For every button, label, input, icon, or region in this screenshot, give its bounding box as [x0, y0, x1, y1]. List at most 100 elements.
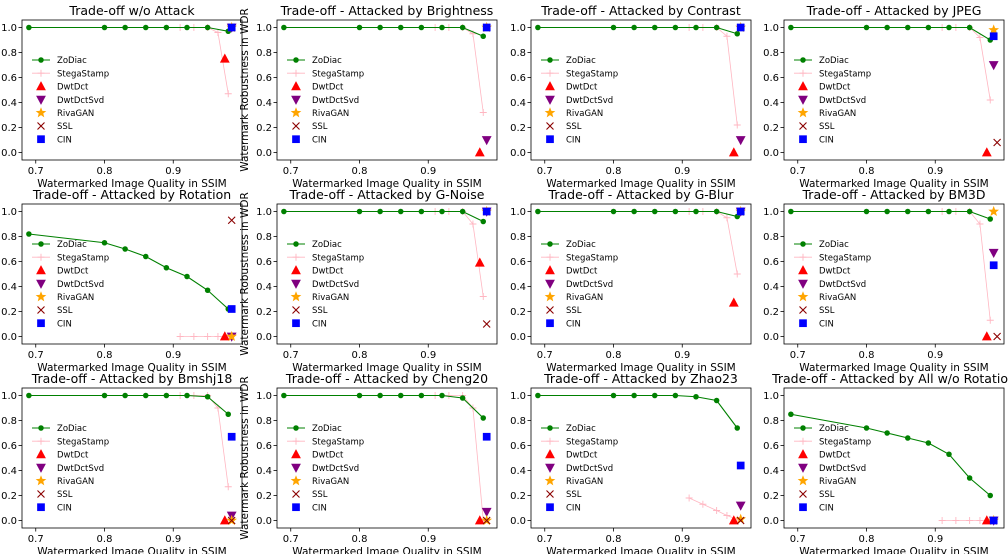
stegastamp-point: [685, 494, 693, 502]
zodiac-point: [26, 392, 32, 399]
x-tick-label: 0.7: [537, 166, 553, 177]
y-tick-label: 0.0: [510, 148, 526, 159]
legend: ZoDiac StegaStamp DwtDct DwtDctSvd RivaGAN SS…: [794, 424, 871, 513]
cin-point: [736, 461, 745, 470]
y-tick-label: 0.4: [256, 98, 272, 109]
subplot-title: Trade-off w/o Attack: [68, 3, 195, 18]
ssl-point: [993, 138, 1002, 147]
zodiac-point: [987, 492, 993, 499]
stegastamp-point: [733, 121, 741, 129]
zodiac-point: [184, 24, 190, 31]
legend-marker-zodiac: [293, 241, 299, 247]
data-layer: [535, 392, 747, 525]
legend-marker-ssl: [292, 306, 300, 314]
x-tick-label: 0.7: [283, 166, 299, 177]
zodiac-point: [946, 208, 952, 215]
subplot-5: 0.7 0.8 0.9 0.0 0.2 0.4 0.6 0.8 1.0 Trade-off - A…: [1, 187, 243, 374]
y-tick-label: 0.8: [256, 416, 272, 427]
rivagan-point: [226, 330, 238, 342]
y-tick-label: 0.4: [1, 466, 17, 477]
x-tick-label: 0.7: [790, 534, 806, 545]
legend-label-dwtdctsvd: DwtDctSvd: [57, 96, 104, 106]
stegastamp-point: [469, 220, 477, 228]
legend-label-zodiac: ZoDiac: [312, 240, 342, 250]
legend-marker-cin: [799, 135, 807, 144]
zodiac-point: [610, 208, 617, 215]
subplot-12: 0.7 0.8 0.9 0.0 0.2 0.4 0.6 0.8 1.0 Trade-off - A…: [763, 371, 1008, 554]
legend-marker-dwtdct: [545, 449, 555, 459]
plot-area: [276, 387, 498, 529]
y-tick-label: 0.8: [510, 48, 526, 59]
legend-marker-rivagan: [544, 107, 556, 118]
y-tick-label: 1.0: [1, 23, 17, 34]
dwtdct-point: [728, 147, 739, 157]
plot-area: [783, 203, 1005, 345]
zodiac-point: [163, 24, 170, 31]
zodiac-point: [610, 392, 617, 399]
y-tick-label: 0.6: [1, 73, 17, 84]
legend-label-zodiac: ZoDiac: [819, 424, 849, 434]
stegastamp-point: [986, 316, 994, 324]
cin-point: [989, 516, 998, 525]
legend-marker-dwtdctsvd: [36, 95, 46, 105]
zodiac-point: [925, 208, 932, 215]
data-layer: [788, 205, 1002, 341]
zodiac-point: [204, 24, 211, 31]
x-tick-label: 0.7: [28, 350, 44, 361]
x-axis-label: Watermarked Image Quality in SSIM: [546, 362, 735, 374]
stegastamp-point: [713, 507, 721, 514]
legend-label-ssl: SSL: [566, 122, 582, 132]
legend-marker-cin: [799, 319, 807, 328]
zodiac-point: [946, 451, 952, 457]
legend-marker-stegastamp: [37, 253, 45, 261]
legend-marker-dwtdctsvd: [36, 279, 46, 289]
y-tick-label: 1.0: [510, 23, 526, 34]
legend-marker-stegastamp: [37, 69, 45, 77]
legend-label-ssl: SSL: [819, 122, 835, 132]
dwtdctsvd-point: [735, 136, 746, 146]
y-tick-label: 0.6: [763, 73, 779, 84]
legend-marker-rivagan: [290, 107, 302, 118]
legend: ZoDiac StegaStamp DwtDct DwtDctSvd RivaGAN SS…: [541, 240, 618, 329]
zodiac-point: [26, 231, 32, 237]
stegastamp-point: [479, 109, 487, 116]
x-tick-label: 0.9: [674, 166, 690, 177]
zodiac-point: [863, 24, 870, 31]
legend-label-dwtdctsvd: DwtDctSvd: [566, 96, 613, 106]
zodiac-point: [459, 24, 466, 31]
legend-label-rivagan: RivaGAN: [312, 293, 349, 303]
y-tick-label: 0.2: [256, 491, 272, 502]
y-tick-label: 0.8: [763, 416, 779, 427]
zodiac-point: [987, 216, 993, 222]
x-tick-label: 0.7: [28, 534, 44, 545]
legend-label-ssl: SSL: [312, 306, 328, 316]
legend-marker-ssl: [799, 122, 807, 130]
legend-label-rivagan: RivaGAN: [566, 109, 603, 119]
legend-label-ssl: SSL: [312, 490, 328, 500]
stegastamp-point: [204, 333, 212, 340]
data-layer: [281, 392, 493, 526]
zodiac-point: [713, 208, 720, 215]
legend-marker-stegastamp: [546, 437, 554, 445]
legend-label-dwtdct: DwtDct: [312, 267, 344, 277]
x-tick-label: 0.8: [97, 350, 113, 361]
legend-marker-ssl: [799, 490, 807, 498]
stegastamp-point: [479, 293, 487, 300]
legend-label-dwtdct: DwtDct: [57, 267, 89, 277]
subplot-title: Trade-off - Attacked by JPEG: [806, 3, 982, 18]
y-tick-label: 1.0: [1, 207, 17, 218]
y-tick-label: 0.4: [510, 98, 526, 109]
subplot-title: Trade-off - Attacked by BM3D: [802, 187, 986, 202]
x-tick-label: 0.7: [28, 166, 44, 177]
data-layer: [281, 21, 493, 157]
legend-label-stegastamp: StegaStamp: [819, 69, 871, 79]
legend-label-dwtdctsvd: DwtDctSvd: [312, 96, 359, 106]
cin-point: [736, 23, 745, 32]
zodiac-point: [713, 24, 720, 31]
zodiac-point: [788, 411, 794, 417]
legend-label-dwtdct: DwtDct: [566, 451, 598, 461]
legend-marker-dwtdct: [798, 81, 808, 91]
x-axis-label: Watermarked Image Quality in SSIM: [292, 178, 481, 190]
legend-marker-zodiac: [293, 57, 299, 63]
data-layer: [26, 392, 238, 526]
